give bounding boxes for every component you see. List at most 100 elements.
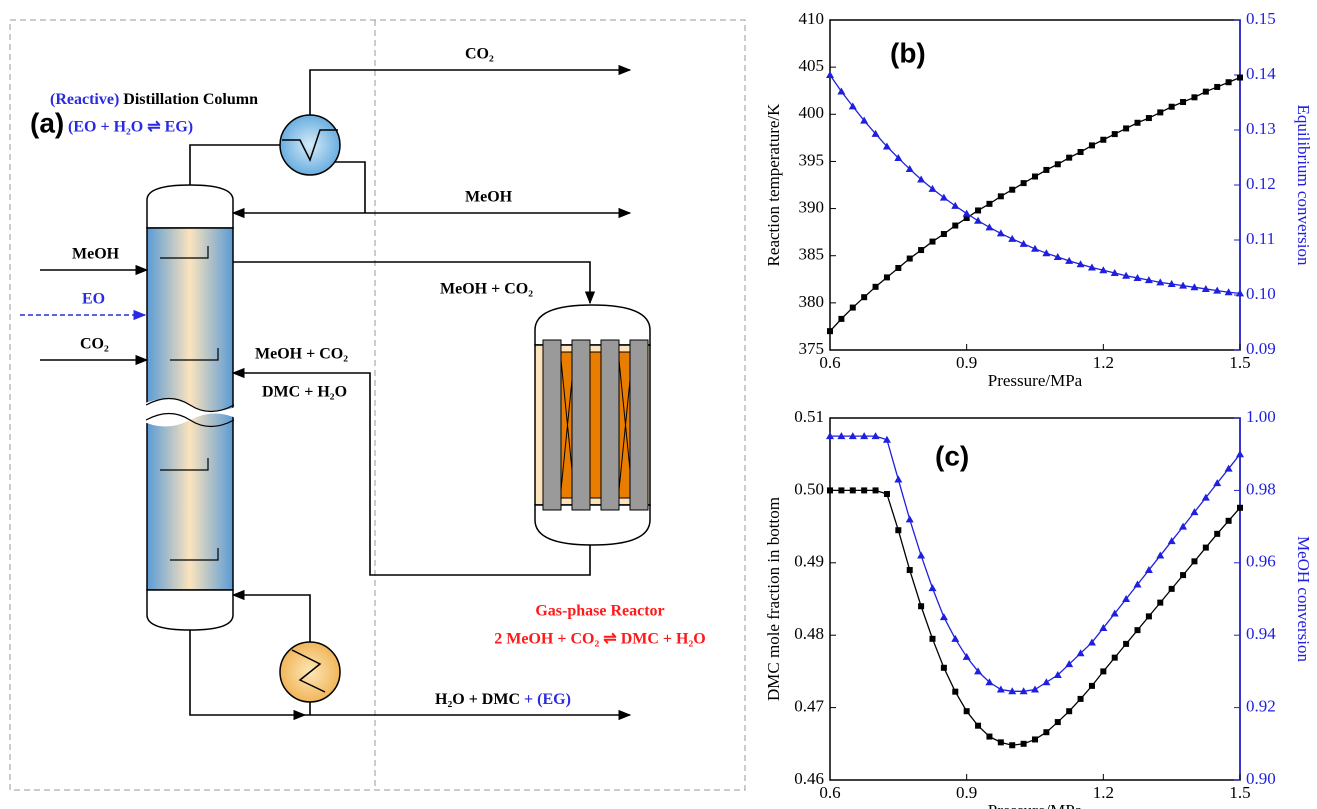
point bbox=[1076, 260, 1085, 268]
point bbox=[1167, 537, 1176, 545]
bottom-product-text: H₂O + DMC bbox=[435, 691, 520, 708]
y2-tick-label: 0.90 bbox=[1246, 769, 1276, 788]
y-tick-label: 385 bbox=[799, 245, 825, 264]
point bbox=[837, 432, 846, 440]
point bbox=[997, 739, 1004, 746]
x-tick-label: 0.9 bbox=[956, 783, 977, 802]
point bbox=[1213, 479, 1222, 487]
point bbox=[861, 487, 868, 494]
point bbox=[928, 584, 937, 592]
point bbox=[1179, 281, 1188, 289]
point bbox=[996, 229, 1005, 237]
point bbox=[1032, 736, 1038, 743]
y-tick-label: 0.46 bbox=[794, 769, 824, 788]
point bbox=[1032, 173, 1038, 180]
side-draw bbox=[233, 261, 596, 305]
point bbox=[1179, 522, 1188, 530]
point bbox=[883, 491, 890, 498]
point bbox=[838, 487, 845, 494]
point bbox=[905, 515, 914, 523]
column-bottom-cap bbox=[146, 589, 234, 631]
point bbox=[1157, 599, 1164, 606]
reactor-reaction: 2 MeOH + CO₂ ⇌ DMC + H₂O bbox=[494, 631, 705, 648]
point bbox=[951, 634, 960, 642]
point bbox=[974, 216, 983, 224]
series-line bbox=[830, 489, 1241, 746]
point bbox=[1066, 708, 1073, 715]
feed-meoh: MeOH bbox=[72, 246, 120, 263]
side-draw-label: MeOH + CO₂ bbox=[440, 281, 533, 298]
point bbox=[827, 487, 833, 494]
y2-tick-label: 1.00 bbox=[1246, 407, 1276, 426]
point bbox=[939, 193, 948, 201]
point bbox=[1237, 74, 1243, 81]
point bbox=[1123, 125, 1130, 132]
point bbox=[1144, 566, 1153, 574]
point bbox=[1111, 131, 1118, 138]
reactor-bottom bbox=[534, 504, 651, 546]
point bbox=[986, 200, 993, 207]
point bbox=[952, 688, 959, 695]
point bbox=[1133, 580, 1142, 588]
point bbox=[1133, 273, 1142, 281]
point bbox=[1019, 239, 1028, 247]
panel-label: (b) bbox=[890, 37, 926, 68]
point bbox=[986, 733, 993, 740]
point bbox=[1019, 687, 1028, 695]
column-break bbox=[140, 398, 240, 427]
point bbox=[962, 209, 971, 217]
point bbox=[1168, 585, 1175, 592]
diagram-frame bbox=[9, 19, 746, 791]
point bbox=[1225, 79, 1232, 86]
y2-tick-label: 0.10 bbox=[1246, 284, 1276, 303]
y-tick-label: 395 bbox=[799, 150, 825, 169]
point bbox=[917, 175, 926, 183]
point bbox=[974, 667, 983, 675]
x-tick-label: 0.9 bbox=[956, 353, 977, 372]
point bbox=[1077, 149, 1084, 155]
point bbox=[1065, 660, 1074, 668]
x-tick-label: 0.6 bbox=[819, 353, 840, 372]
point bbox=[1236, 450, 1244, 458]
point bbox=[1180, 99, 1187, 106]
point bbox=[882, 142, 891, 150]
y2-tick-label: 0.12 bbox=[1246, 174, 1276, 193]
point bbox=[1053, 671, 1062, 679]
plot-frame bbox=[829, 417, 1241, 781]
point bbox=[1099, 623, 1108, 631]
point bbox=[849, 487, 856, 494]
charts: 0.6 0.9 1.2 1.5 375 380 385 390 395 400 405 410 0.09… bbox=[764, 9, 1313, 809]
point bbox=[1020, 180, 1027, 187]
point bbox=[1099, 266, 1108, 274]
y-tick-label: 0.51 bbox=[794, 407, 824, 426]
point bbox=[1087, 638, 1096, 646]
y-tick-label: 0.47 bbox=[794, 697, 824, 716]
point bbox=[1076, 649, 1085, 657]
point bbox=[1042, 249, 1051, 257]
condenser-coil bbox=[282, 129, 338, 162]
point bbox=[1167, 280, 1176, 287]
y2-tick-label: 0.11 bbox=[1246, 229, 1275, 248]
recycle-product: MeOH bbox=[465, 189, 513, 206]
x-tick-label: 0.6 bbox=[819, 783, 840, 802]
y-tick-label: 0.49 bbox=[794, 552, 824, 571]
point bbox=[894, 154, 903, 162]
point bbox=[1122, 271, 1131, 279]
point bbox=[975, 207, 982, 214]
point bbox=[985, 678, 994, 686]
point bbox=[826, 432, 834, 440]
point bbox=[1201, 284, 1210, 292]
point bbox=[1134, 627, 1141, 634]
point bbox=[1224, 464, 1233, 472]
point bbox=[1180, 572, 1187, 579]
column-title-text: Distillation Column bbox=[119, 91, 258, 108]
point bbox=[894, 475, 903, 483]
panel-label: (c) bbox=[935, 440, 969, 471]
y-tick-label: 405 bbox=[799, 56, 825, 75]
point bbox=[882, 435, 891, 443]
point bbox=[918, 247, 925, 254]
point bbox=[906, 567, 913, 574]
point bbox=[905, 165, 914, 173]
point bbox=[860, 116, 869, 124]
